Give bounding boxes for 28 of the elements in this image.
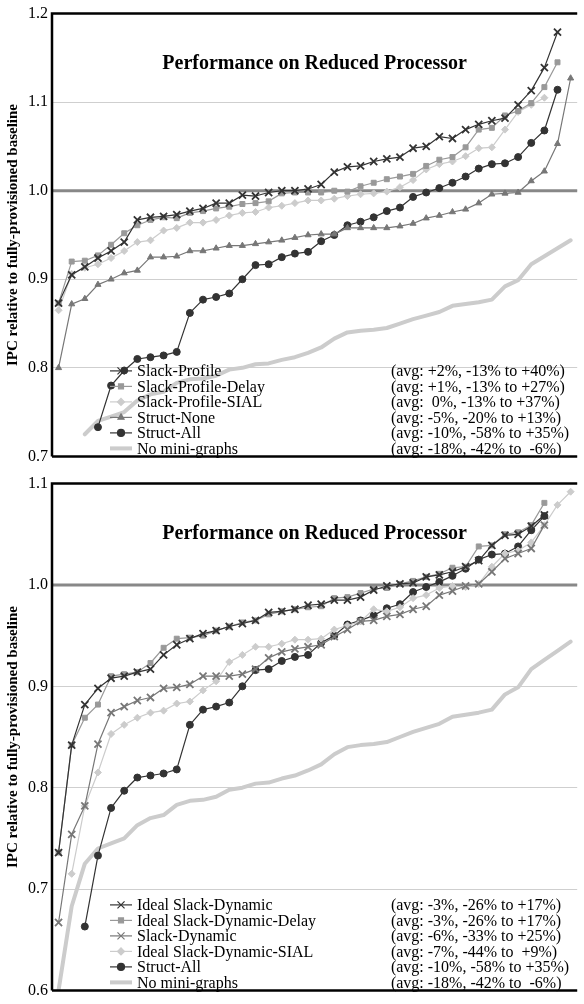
legend-label: Slack-Profile-SIAL (137, 393, 263, 411)
y-tick-label: 1.1 (28, 92, 48, 110)
y-axis-title: IPC relative to fully-provisioned baseline (3, 605, 20, 868)
annotation: (avg: -3%, -26% to +17%) (390, 896, 562, 915)
y-tick-label: 1.0 (28, 575, 48, 593)
y-tick-label: 0.7 (28, 446, 48, 464)
text: Performance on Reduced Processor (162, 50, 467, 73)
legend-label: No mini-graphs (137, 439, 238, 458)
legend-label: Slack-Dynamic (137, 927, 237, 946)
y-tick-label: 0.6 (28, 980, 48, 998)
legend-label: Struct-All (137, 424, 202, 442)
y-tick-label: 0.8 (28, 777, 48, 795)
legend-label: Struct-None (137, 408, 216, 426)
legend-label: Slack-Profile-Delay (137, 377, 265, 396)
y-tick-label: 1.0 (28, 180, 48, 198)
legend-label: Ideal Slack-Dynamic (137, 896, 273, 915)
y-tick-label: 0.9 (28, 676, 48, 694)
text: Performance on Reduced Processor (162, 520, 467, 543)
y-tick-label: 0.8 (28, 358, 48, 376)
annotation: (avg: +2%, -13% to +40%) (390, 362, 565, 381)
legend-label: Slack-Profile (137, 362, 222, 380)
y-tick-label: 0.7 (28, 879, 48, 897)
y-axis-title: IPC relative to fully-provisioned baseline (3, 103, 20, 366)
y-tick-label: 1.1 (28, 473, 48, 491)
y-tick-label: 0.9 (28, 269, 48, 287)
y-tick-label: 1.2 (28, 3, 48, 21)
legend-label: No mini-graphs (137, 973, 238, 992)
legend-label: Struct-All (137, 958, 202, 976)
